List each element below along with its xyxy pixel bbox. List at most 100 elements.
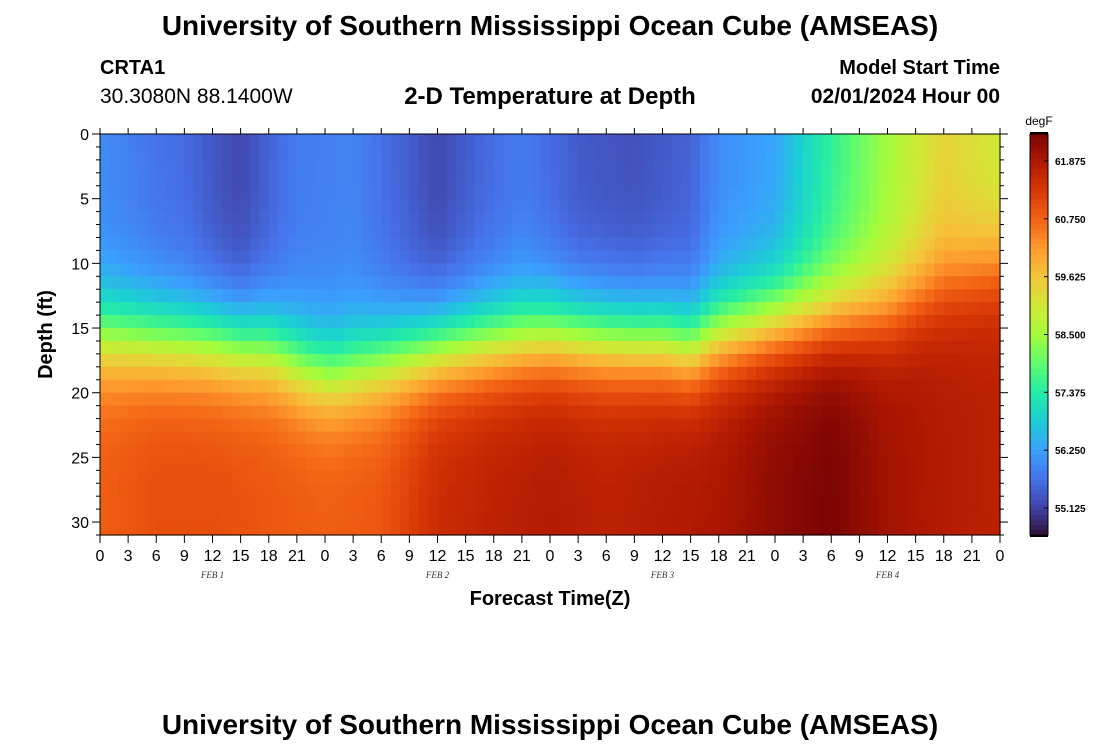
heatmap-cell xyxy=(456,509,467,523)
heatmap-cell xyxy=(728,250,739,264)
heatmap-cell xyxy=(137,224,148,239)
heatmap-cell xyxy=(109,224,120,239)
heatmap-cell xyxy=(540,315,551,329)
heatmap-cell xyxy=(887,172,898,187)
heatmap-cell xyxy=(296,224,307,239)
heatmap-cell xyxy=(268,418,279,433)
heatmap-cell xyxy=(221,237,232,252)
heatmap-cell xyxy=(709,276,720,290)
heatmap-cell xyxy=(700,250,710,264)
heatmap-cell xyxy=(512,366,523,381)
heatmap-cell xyxy=(821,431,832,446)
heatmap-cell xyxy=(118,340,129,355)
heatmap-cell xyxy=(709,211,720,226)
heatmap-cell xyxy=(381,509,392,523)
heatmap-cell xyxy=(390,289,401,303)
heatmap-cell xyxy=(859,353,870,368)
heatmap-cell xyxy=(709,379,720,394)
heatmap-cell xyxy=(934,353,945,368)
heatmap-cell xyxy=(812,353,823,368)
heatmap-cell xyxy=(109,379,120,394)
heatmap-cell xyxy=(146,315,157,329)
heatmap-cell xyxy=(756,263,767,277)
heatmap-cell xyxy=(456,366,467,381)
heatmap-cell xyxy=(156,224,167,239)
heatmap-cell xyxy=(503,237,514,252)
heatmap-cell xyxy=(615,366,626,381)
heatmap-cell xyxy=(690,198,701,213)
heatmap-cell xyxy=(634,379,645,394)
colorbar-segment xyxy=(1030,204,1048,210)
heatmap-cell xyxy=(878,172,889,187)
heatmap-cell xyxy=(859,289,870,303)
heatmap-cell xyxy=(812,146,823,161)
heatmap-cell xyxy=(765,457,776,471)
heatmap-cell xyxy=(662,289,673,303)
heatmap-cell xyxy=(193,159,204,174)
heatmap-cell xyxy=(165,276,176,290)
heatmap-cell xyxy=(784,457,795,471)
heatmap-cell xyxy=(503,340,514,355)
heatmap-cell xyxy=(906,328,917,342)
heatmap-cell xyxy=(690,328,701,342)
heatmap-cell xyxy=(400,457,410,471)
heatmap-cell xyxy=(690,146,701,161)
x-axis-title: Forecast Time(Z) xyxy=(470,588,631,610)
heatmap-cell xyxy=(353,444,364,458)
heatmap-cell xyxy=(212,172,223,187)
heatmap-cell xyxy=(278,237,289,252)
heatmap-cell xyxy=(812,172,823,187)
heatmap-cell xyxy=(325,470,335,484)
heatmap-cell xyxy=(812,250,823,264)
heatmap-cell xyxy=(240,159,251,174)
heatmap-cell xyxy=(596,159,607,174)
heatmap-cell xyxy=(634,159,645,174)
heatmap-cell xyxy=(540,405,551,420)
heatmap-cell xyxy=(831,134,842,148)
heatmap-cell xyxy=(306,379,317,394)
heatmap-cell xyxy=(709,263,720,277)
heatmap-cell xyxy=(859,263,870,277)
heatmap-cell xyxy=(737,185,748,200)
heatmap-cell xyxy=(700,198,710,213)
heatmap-cell xyxy=(728,263,739,277)
heatmap-cell xyxy=(521,263,532,277)
heatmap-cell xyxy=(728,289,739,303)
heatmap-cell xyxy=(709,185,720,200)
heatmap-cell xyxy=(306,353,317,368)
heatmap-cell xyxy=(784,483,795,497)
heatmap-cell xyxy=(821,237,832,252)
heatmap-cell xyxy=(325,237,335,252)
heatmap-cell xyxy=(231,379,242,394)
heatmap-cell xyxy=(793,444,804,458)
heatmap-cell xyxy=(606,224,617,239)
heatmap-cell xyxy=(662,276,673,290)
heatmap-cell xyxy=(325,276,335,290)
heatmap-cell xyxy=(953,276,964,290)
heatmap-cell xyxy=(259,392,270,407)
heatmap-cell xyxy=(100,470,110,484)
heatmap-cell xyxy=(671,315,682,329)
heatmap-cell xyxy=(990,289,1001,303)
heatmap-cell xyxy=(850,159,860,174)
heatmap-cell xyxy=(503,392,514,407)
heatmap-cell xyxy=(165,172,176,187)
heatmap-cell xyxy=(990,509,1001,523)
heatmap-cell xyxy=(493,211,504,226)
heatmap-cell xyxy=(728,483,739,497)
heatmap-cell xyxy=(953,315,964,329)
heatmap-cell xyxy=(268,237,279,252)
heatmap-cell xyxy=(915,470,926,484)
heatmap-cell xyxy=(334,146,345,161)
heatmap-cell xyxy=(446,405,457,420)
heatmap-cell xyxy=(203,315,214,329)
heatmap-cell xyxy=(268,198,279,213)
heatmap-cell xyxy=(550,340,560,355)
heatmap-cell xyxy=(512,172,523,187)
heatmap-cell xyxy=(334,457,345,471)
heatmap-cell xyxy=(821,392,832,407)
heatmap-cell xyxy=(409,366,420,381)
heatmap-cell xyxy=(596,211,607,226)
heatmap-cell xyxy=(100,379,110,394)
heatmap-cell xyxy=(775,276,785,290)
